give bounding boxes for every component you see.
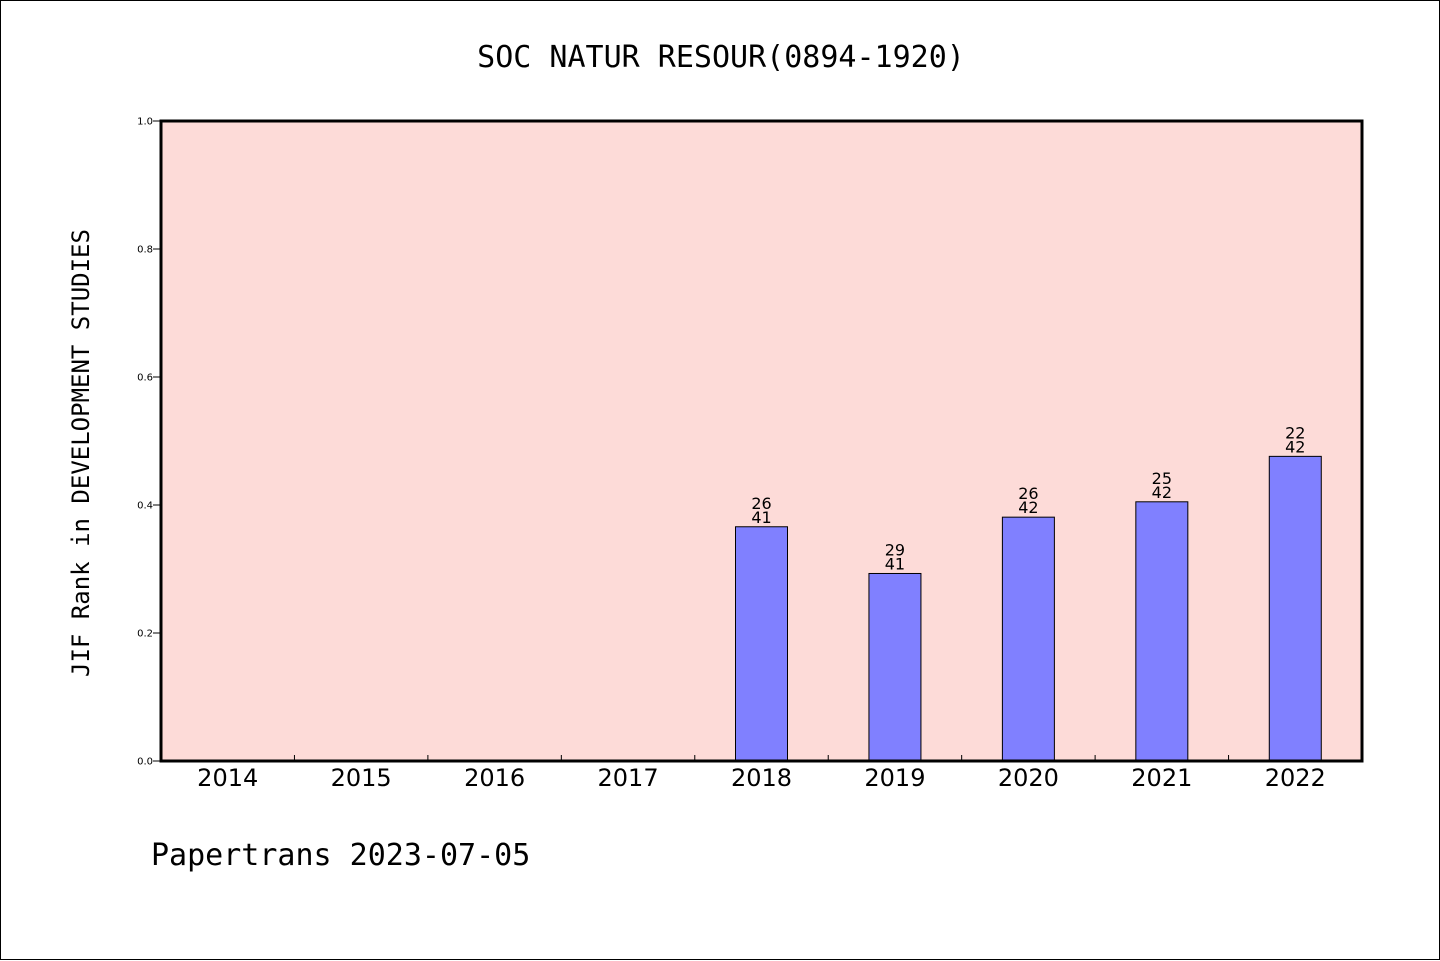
data-label-total: 41 xyxy=(885,554,905,573)
x-tick-label: 2017 xyxy=(598,764,659,792)
x-tick-label: 2018 xyxy=(731,764,792,792)
x-tick-label: 2019 xyxy=(864,764,925,792)
plot-border xyxy=(159,119,1364,763)
y-tick-label: 0.8 xyxy=(137,245,153,256)
x-tick-label: 2016 xyxy=(464,764,525,792)
data-label-total: 42 xyxy=(1018,498,1038,517)
bar-2018 xyxy=(735,526,788,762)
x-tick-label: 2014 xyxy=(197,764,258,792)
y-tick-label: 0.6 xyxy=(137,373,153,384)
data-label-rank: 26 xyxy=(1018,484,1038,503)
bar-2022 xyxy=(1268,455,1322,762)
x-axis: 2014 2015 2016 2017 2018 2019 2020 2021 2022 xyxy=(197,755,1326,792)
y-tick-label: 0.2 xyxy=(137,629,153,640)
bar-2020 xyxy=(1001,516,1055,762)
bar-2019 xyxy=(868,572,922,762)
x-tick-label: 2022 xyxy=(1265,764,1326,792)
data-label-total: 41 xyxy=(751,508,771,527)
bar-2021 xyxy=(1135,501,1189,762)
data-label-total: 42 xyxy=(1152,483,1172,502)
y-tick-label: 1.0 xyxy=(137,117,153,128)
bars-layer xyxy=(735,455,1322,762)
y-axis-label: JIF Rank in DEVELOPMENT STUDIES xyxy=(67,229,95,677)
x-tick-label: 2020 xyxy=(998,764,1059,792)
data-label-rank: 22 xyxy=(1285,423,1305,442)
data-label-rank: 25 xyxy=(1152,469,1172,488)
data-label-rank: 26 xyxy=(751,494,771,513)
x-tick-label: 2021 xyxy=(1131,764,1192,792)
y-tick-label: 0.4 xyxy=(137,501,153,512)
data-label-total: 42 xyxy=(1285,437,1305,456)
chart-title: SOC NATUR RESOUR(0894-1920) xyxy=(477,40,965,75)
x-tick-label: 2015 xyxy=(331,764,392,792)
data-label-rank: 29 xyxy=(885,540,905,559)
y-axis: 0.0 0.2 0.4 0.6 0.8 1.0 xyxy=(137,117,161,768)
y-tick-label: 0.0 xyxy=(137,757,153,768)
footer-credit: Papertrans 2023-07-05 xyxy=(151,838,530,873)
